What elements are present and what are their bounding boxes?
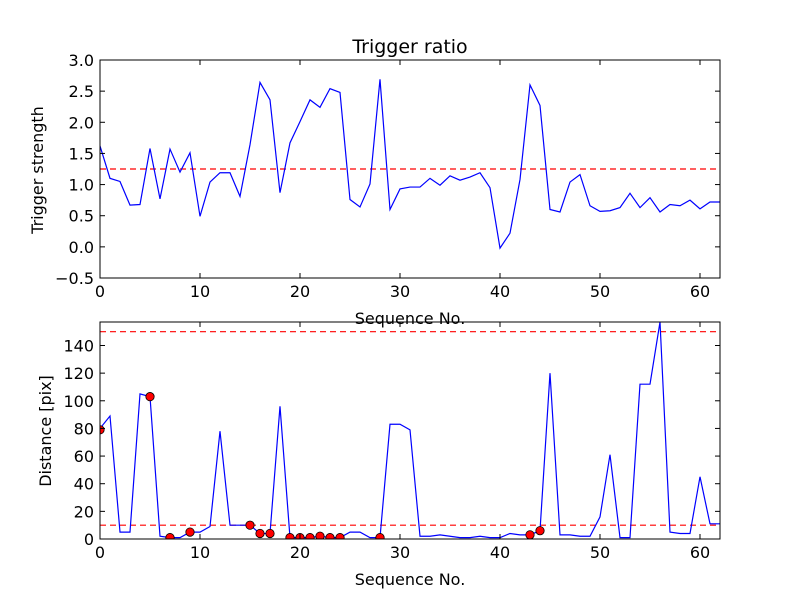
x-tick-label: 60: [690, 282, 710, 301]
data-point-marker: [535, 526, 545, 536]
chart-title: Trigger ratio: [351, 36, 467, 58]
data-point-marker: [245, 520, 255, 530]
x-tick-label: 40: [490, 282, 510, 301]
y-axis-label: Distance [pix]: [36, 375, 55, 487]
data-point-marker: [285, 533, 295, 539]
data-point-marker: [185, 527, 195, 537]
data-point-marker: [305, 533, 315, 539]
x-axis-label: Sequence No.: [355, 570, 466, 589]
x-tick-label: 0: [95, 543, 105, 562]
x-tick-label: 20: [290, 282, 310, 301]
x-tick-label: 50: [590, 543, 610, 562]
x-tick-label: 10: [190, 543, 210, 562]
y-tick-label: 60: [74, 447, 94, 466]
y-tick-label: 40: [74, 475, 94, 494]
y-tick-label: 0.5: [69, 207, 94, 226]
data-point-marker: [375, 533, 385, 539]
series-line: [100, 79, 720, 250]
y-tick-label: 80: [74, 419, 94, 438]
axes-frame: [99, 59, 721, 279]
plot-area: [100, 79, 720, 250]
x-tick-label: 30: [390, 543, 410, 562]
data-point-marker: [525, 530, 535, 539]
axes-frame: [99, 321, 721, 540]
x-tick-label: 40: [490, 543, 510, 562]
data-point-marker: [315, 531, 325, 539]
distance-panel: Sequence No. Distance [pix] 0 10 20 30 40 50 6…: [36, 321, 721, 589]
data-point-marker: [325, 533, 335, 539]
y-tick-label: 0.0: [69, 238, 94, 257]
x-tick-label: 20: [290, 543, 310, 562]
data-point-marker: [165, 533, 175, 539]
y-tick-label: 2.5: [69, 82, 94, 101]
y-tick-label: 3.0: [69, 51, 94, 70]
y-tick-label: 1.5: [69, 144, 94, 163]
x-tick-label: 10: [190, 282, 210, 301]
x-tick-label: 30: [390, 282, 410, 301]
y-axis-label: Trigger strength: [28, 106, 47, 235]
y-tick-label: 1.0: [69, 176, 94, 195]
data-point-marker: [265, 528, 275, 539]
x-tick-label: 50: [590, 282, 610, 301]
y-tick-label: 120: [63, 364, 94, 383]
trigger-ratio-panel: Trigger ratio Sequence No. Trigger stren…: [28, 36, 721, 328]
plot-area: [100, 322, 720, 539]
x-tick-label: 60: [690, 543, 710, 562]
y-tick-label: 2.0: [69, 113, 94, 132]
data-point-marker: [335, 533, 345, 539]
x-axis-label: Sequence No.: [355, 309, 466, 328]
y-tick-label: 20: [74, 502, 94, 521]
y-tick-label: 100: [63, 392, 94, 411]
y-tick-label: −0.5: [55, 269, 94, 288]
y-tick-label: 0: [84, 530, 94, 549]
x-tick-label: 0: [95, 282, 105, 301]
data-point-marker: [255, 528, 265, 539]
series-line: [100, 322, 720, 539]
data-point-marker: [145, 392, 155, 402]
y-tick-label: 140: [63, 336, 94, 355]
